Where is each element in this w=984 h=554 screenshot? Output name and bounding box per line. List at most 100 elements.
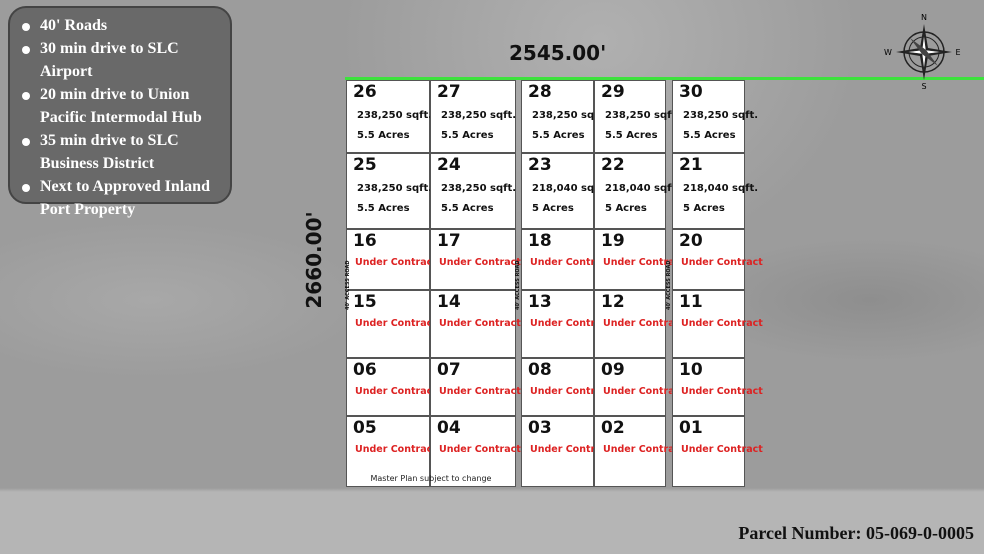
compass-s: S [921, 82, 926, 91]
lot: 01 Under Contract [672, 416, 763, 487]
lot: 30 238,250 sqft. 5.5 Acres [672, 80, 758, 153]
lot: 07 Under Contract [430, 358, 521, 416]
lot: 04 Under Contract [430, 416, 521, 487]
lot-number: 26 [353, 82, 377, 102]
lot-number: 11 [679, 292, 703, 312]
lot-acres: 5.5 Acres [683, 130, 736, 141]
boundary-line [345, 77, 984, 80]
lot-area: 238,250 sqft. [605, 110, 681, 121]
lot-status: Under Contract [530, 444, 612, 455]
lot-number: 29 [601, 82, 625, 102]
lot-number: 12 [601, 292, 625, 312]
bullet: 35 min drive to SLC Business District [20, 129, 225, 175]
access-road-label: 40' ACCESS ROAD [515, 260, 521, 310]
lot: 06 Under Contract [346, 358, 437, 416]
lot-acres: 5.5 Acres [532, 130, 585, 141]
access-road-label: 40' ACCESS ROAD [666, 260, 672, 310]
lot-number: 08 [528, 360, 552, 380]
lot: 12 Under Contract [594, 290, 685, 358]
lot-area: 218,040 sqft. [532, 183, 608, 194]
lot: 16 Under Contract [346, 229, 437, 290]
lot-number: 13 [528, 292, 552, 312]
lot-status: Under Contract [681, 444, 763, 455]
lot: 25 238,250 sqft. 5.5 Acres [346, 153, 432, 229]
lot-acres: 5.5 Acres [441, 203, 494, 214]
lot-status: Under Contract [603, 444, 685, 455]
plan-note: Master Plan subject to change [370, 474, 492, 483]
lot-status: Under Contract [439, 386, 521, 397]
lot-status: Under Contract [355, 386, 437, 397]
lot-status: Under Contract [603, 257, 685, 268]
lot-area: 238,250 sqft. [683, 110, 759, 121]
lot-number: 07 [437, 360, 461, 380]
lot-number: 27 [437, 82, 461, 102]
lot: 15 Under Contract [346, 290, 437, 358]
lot-status: Under Contract [439, 318, 521, 329]
lot-status: Under Contract [439, 444, 521, 455]
lot-status: Under Contract [530, 386, 612, 397]
lot-acres: 5.5 Acres [357, 130, 410, 141]
lot-number: 19 [601, 231, 625, 251]
lot-area: 238,250 sqft. [441, 110, 517, 121]
lot-number: 15 [353, 292, 377, 312]
lot-number: 09 [601, 360, 625, 380]
lot: 29 238,250 sqft. 5.5 Acres [594, 80, 680, 153]
lot: 27 238,250 sqft. 5.5 Acres [430, 80, 516, 153]
lot-status: Under Contract [355, 318, 437, 329]
info-panel: 40' Roads 30 min drive to SLC Airport 20 m… [8, 6, 232, 218]
lot-number: 06 [353, 360, 377, 380]
lot-number: 21 [679, 155, 703, 175]
lot-number: 14 [437, 292, 461, 312]
height-dimension: 2660.00' [302, 211, 326, 309]
lot-acres: 5.5 Acres [441, 130, 494, 141]
lot-area: 238,250 sqft. [357, 110, 433, 121]
lot-number: 05 [353, 418, 377, 438]
lot-acres: 5.5 Acres [605, 130, 658, 141]
lot: 10 Under Contract [672, 358, 763, 416]
lot-number: 23 [528, 155, 552, 175]
lot-area: 218,040 sqft. [683, 183, 759, 194]
lot-area: 218,040 sqft. [605, 183, 681, 194]
lot-acres: 5 Acres [532, 203, 574, 214]
lot-number: 02 [601, 418, 625, 438]
lot: 18 Under Contract [521, 229, 612, 290]
lot-status: Under Contract [603, 386, 685, 397]
lot-number: 25 [353, 155, 377, 175]
lot-number: 22 [601, 155, 625, 175]
lot-number: 17 [437, 231, 461, 251]
lot-number: 01 [679, 418, 703, 438]
lot-status: Under Contract [681, 257, 763, 268]
parcel-number: Parcel Number: 05-069-0-0005 [738, 523, 974, 543]
lot-number: 10 [679, 360, 703, 380]
bullet-list: 40' Roads 30 min drive to SLC Airport 20 m… [20, 14, 225, 221]
width-dimension: 2545.00' [509, 41, 607, 65]
lot: 28 238,250 sqft. 5.5 Acres [521, 80, 607, 153]
lot-status: Under Contract [603, 318, 685, 329]
bullet: 20 min drive to Union Pacific Intermodal… [20, 83, 225, 129]
lot-area: 238,250 sqft. [532, 110, 608, 121]
compass: N E S W [884, 13, 960, 91]
lot-status: Under Contract [681, 318, 763, 329]
lot: 23 218,040 sqft. 5 Acres [521, 153, 607, 229]
lot-status: Under Contract [681, 386, 763, 397]
lot: 17 Under Contract [430, 229, 521, 290]
lot-acres: 5.5 Acres [357, 203, 410, 214]
lot: 13 Under Contract [521, 290, 612, 358]
lot-number: 18 [528, 231, 552, 251]
lot: 14 Under Contract [430, 290, 521, 358]
lot-number: 24 [437, 155, 461, 175]
compass-e: E [955, 48, 960, 57]
lot-area: 238,250 sqft. [441, 183, 517, 194]
lot-status: Under Contract [355, 257, 437, 268]
lot-number: 30 [679, 82, 703, 102]
lot: 03 Under Contract [521, 416, 612, 487]
lot: 09 Under Contract [594, 358, 685, 416]
bullet: Next to Approved Inland Port Property [20, 175, 225, 221]
lot-status: Under Contract [439, 257, 521, 268]
lot: 05 Under Contract [346, 416, 437, 487]
lot-number: 04 [437, 418, 461, 438]
lot-acres: 5 Acres [605, 203, 647, 214]
lot: 26 238,250 sqft. 5.5 Acres [346, 80, 433, 153]
lot-number: 28 [528, 82, 552, 102]
